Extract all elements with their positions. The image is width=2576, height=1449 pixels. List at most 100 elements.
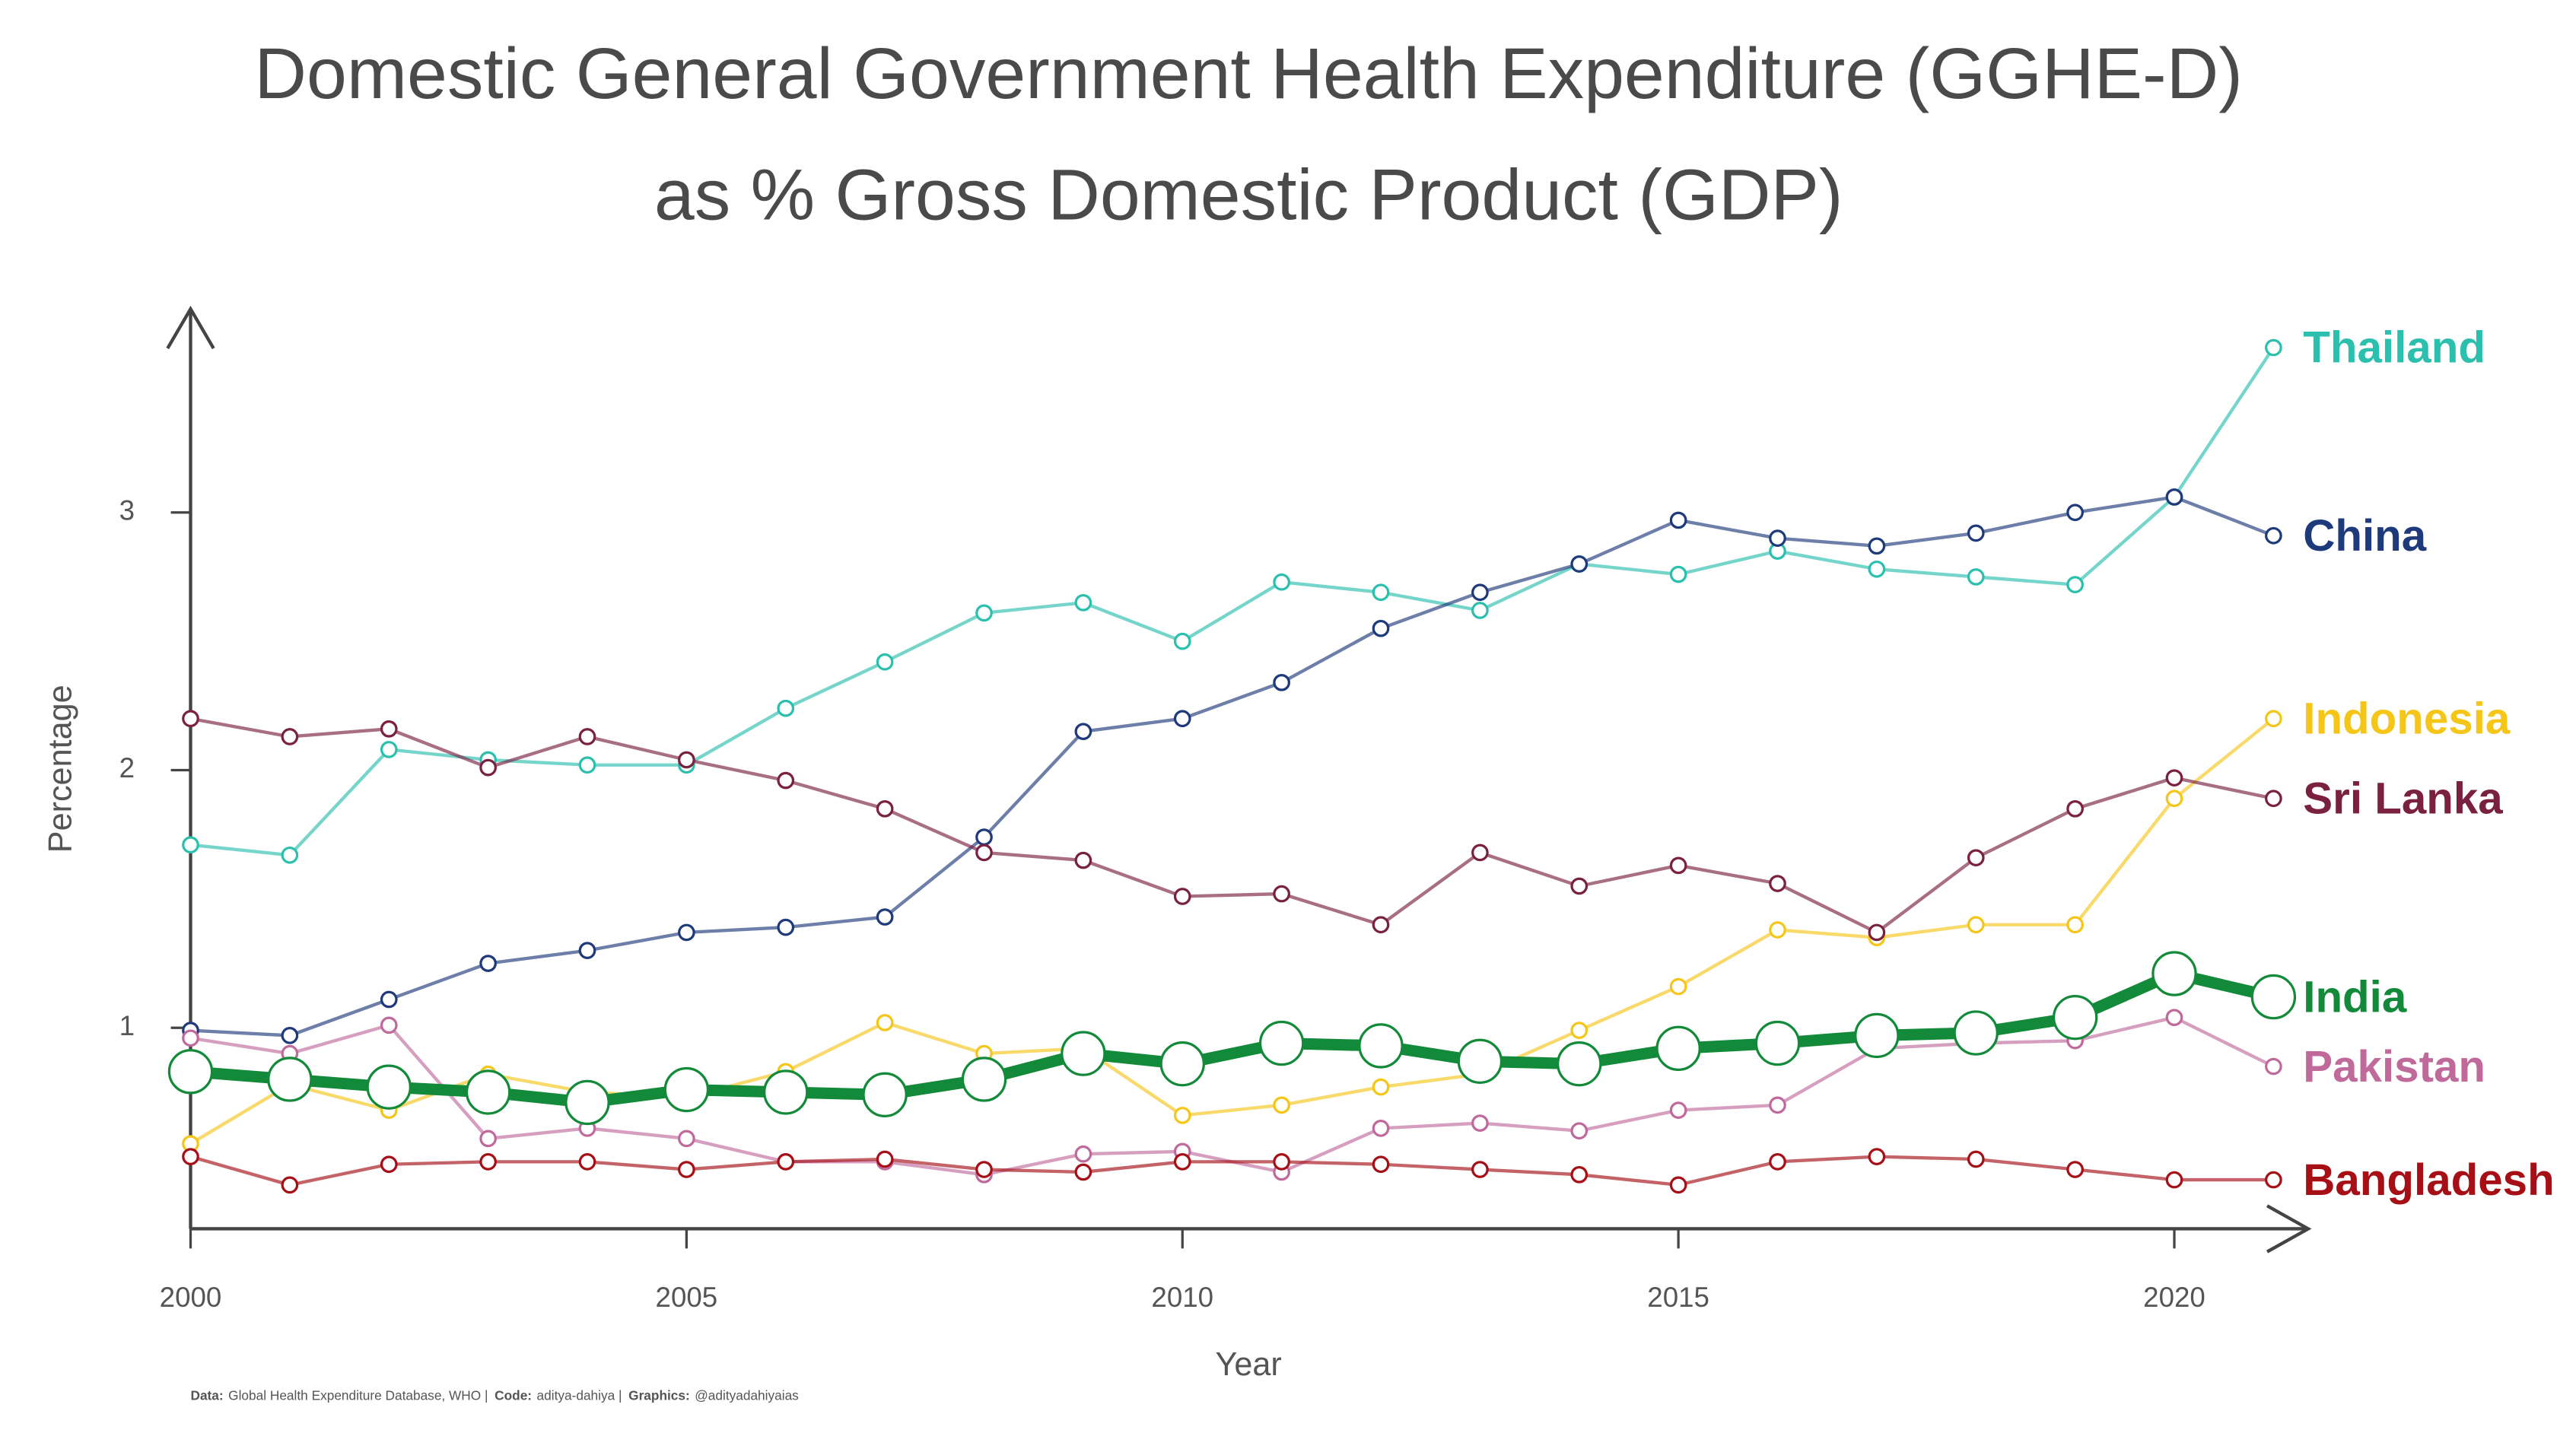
data-point	[1669, 856, 1687, 875]
data-point	[1258, 1020, 1305, 1066]
data-point	[380, 1016, 398, 1034]
data-point	[1754, 1020, 1801, 1066]
data-point	[961, 1057, 1007, 1102]
data-point	[380, 990, 398, 1009]
series-label: India	[2303, 972, 2407, 1022]
data-point	[2052, 994, 2098, 1041]
data-point	[1273, 1153, 1290, 1171]
data-point	[1967, 1150, 1985, 1168]
data-point	[975, 604, 993, 622]
data-point	[777, 771, 795, 790]
data-point	[1967, 568, 1985, 586]
data-point	[281, 728, 299, 745]
data-point	[1471, 583, 1489, 602]
data-point	[479, 1130, 497, 1148]
data-point	[1868, 537, 1886, 555]
data-point	[2165, 790, 2183, 808]
data-point	[2265, 1171, 2282, 1189]
data-point	[1669, 977, 1687, 996]
data-point	[479, 955, 497, 972]
data-point	[1769, 1096, 1786, 1114]
data-point	[1061, 1031, 1106, 1076]
series-line	[189, 968, 2275, 1109]
data-point	[1173, 1107, 1191, 1124]
series-label: Sri Lanka	[2303, 774, 2503, 823]
series-line	[189, 717, 2275, 1146]
data-point	[281, 1176, 299, 1194]
data-point	[1372, 583, 1390, 602]
series-label: Indonesia	[2303, 694, 2511, 743]
data-point	[678, 1130, 695, 1148]
data-point	[1471, 1161, 1489, 1178]
caption-label: Graphics:	[628, 1387, 690, 1403]
chart-title: Domestic General Government Health Expen…	[254, 33, 2242, 114]
data-point	[1669, 1176, 1687, 1194]
data-point	[2265, 526, 2282, 545]
data-point	[1669, 565, 1687, 583]
data-point	[1273, 1096, 1290, 1114]
caption-text: Global Health Expenditure Database, WHO …	[228, 1387, 488, 1403]
data-point	[1372, 619, 1390, 637]
data-point	[281, 1027, 299, 1044]
data-point	[1372, 1078, 1390, 1096]
x-tick-label: 2005	[656, 1282, 718, 1313]
data-point	[182, 836, 199, 854]
series-line	[190, 346, 2275, 857]
data-point	[1358, 1023, 1404, 1069]
data-point	[1967, 916, 1985, 934]
data-point	[578, 756, 596, 774]
data-point	[975, 1161, 993, 1178]
data-point	[1173, 1153, 1191, 1171]
y-tick-label: 2	[119, 752, 135, 783]
data-point	[380, 741, 398, 758]
data-point	[182, 710, 199, 728]
data-point	[578, 1153, 596, 1171]
data-point	[2066, 504, 2084, 522]
data-point	[1074, 593, 1092, 612]
data-point	[777, 1153, 795, 1171]
data-point	[182, 1148, 199, 1165]
data-point	[1273, 885, 1290, 903]
data-point	[380, 1155, 398, 1174]
data-point	[1868, 1148, 1886, 1165]
data-point	[678, 1161, 695, 1178]
caption-text: aditya-dahiya |	[537, 1387, 622, 1403]
caption-text: @adityadahiyaias	[695, 1387, 799, 1403]
data-point	[1372, 1120, 1390, 1137]
series-line	[189, 1155, 2274, 1187]
data-point	[1570, 1122, 1589, 1140]
data-point	[1769, 1153, 1786, 1171]
data-point	[1372, 916, 1390, 934]
y-axis-arrow	[166, 305, 215, 350]
caption: Data: Global Health Expenditure Database,…	[190, 1387, 799, 1403]
series-label: Pakistan	[2303, 1042, 2485, 1092]
data-point	[876, 908, 894, 926]
data-point	[182, 1029, 199, 1047]
data-point	[975, 844, 993, 862]
data-point	[2250, 974, 2297, 1020]
data-point	[465, 1069, 511, 1115]
data-point	[479, 758, 497, 777]
data-point	[1471, 844, 1489, 862]
data-point	[2265, 1057, 2282, 1076]
x-tick-label: 2010	[1151, 1282, 1213, 1313]
series-line	[190, 495, 2275, 1037]
data-point	[2265, 790, 2282, 808]
data-point	[2265, 338, 2282, 357]
series-label: Thailand	[2303, 323, 2485, 373]
data-point	[167, 1049, 214, 1095]
data-point	[2165, 1171, 2183, 1189]
series-label: Bangladesh	[2303, 1155, 2554, 1205]
data-point	[281, 846, 299, 864]
series-line	[190, 717, 2274, 935]
data-point	[1570, 555, 1589, 573]
data-point	[678, 751, 695, 769]
data-point	[2265, 710, 2282, 728]
data-point	[1173, 632, 1191, 650]
data-point	[2151, 951, 2197, 996]
data-point	[267, 1057, 313, 1102]
data-point	[564, 1079, 610, 1126]
data-point	[1669, 511, 1687, 529]
data-point	[1953, 1010, 1999, 1056]
data-point	[1868, 560, 1886, 578]
